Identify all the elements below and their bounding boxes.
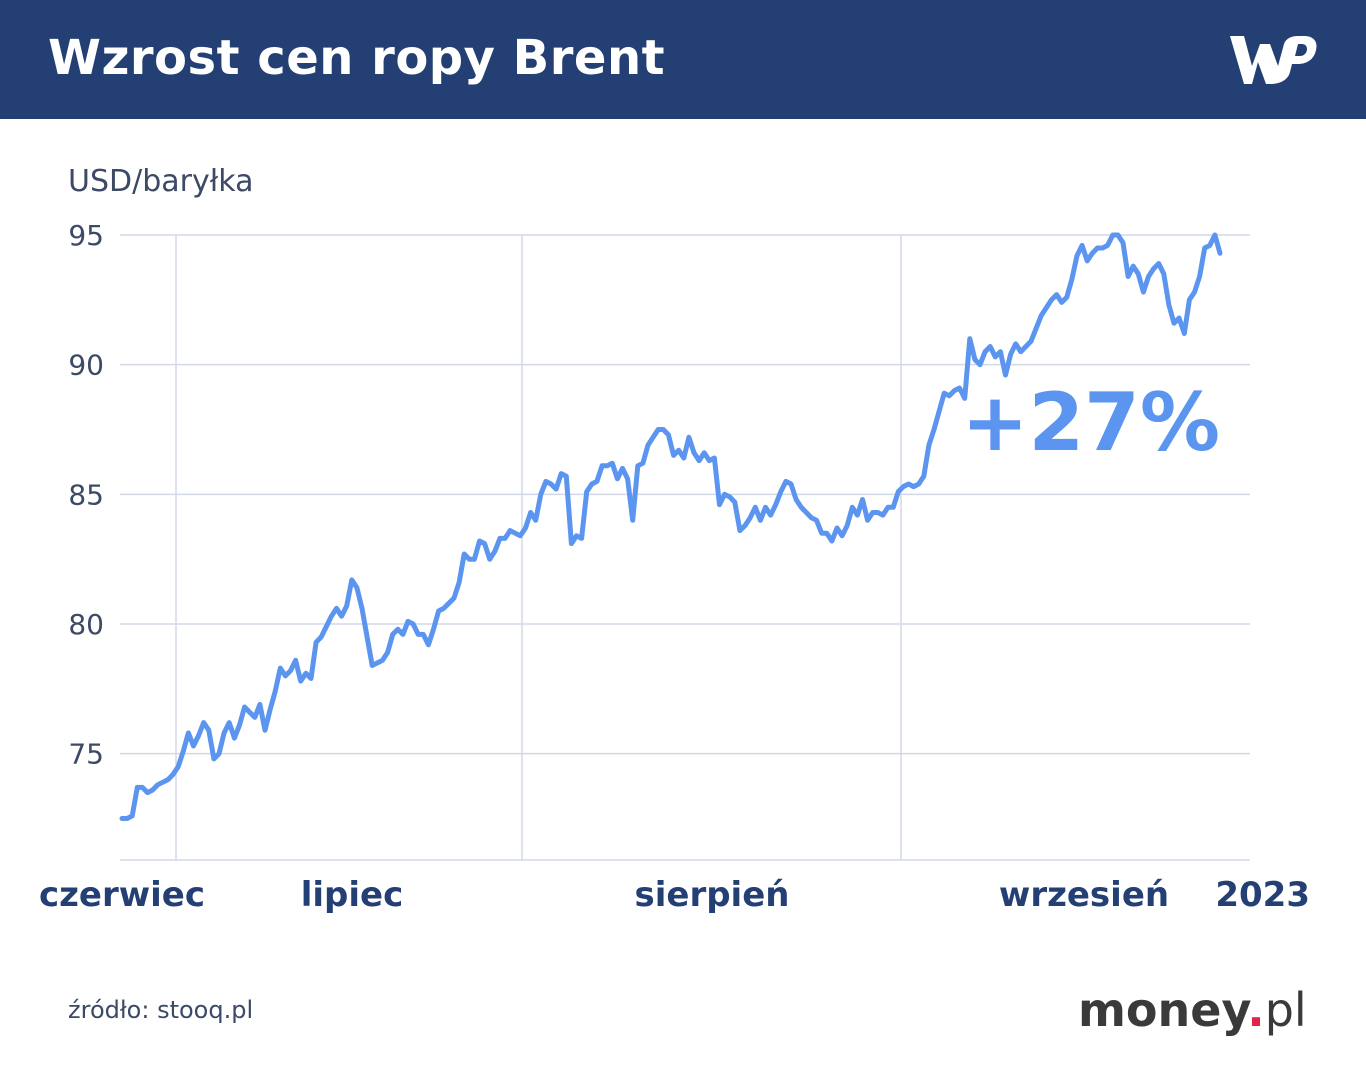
brand-tld: pl — [1264, 983, 1307, 1037]
x-tick-label: wrzesień — [999, 875, 1169, 915]
money-pl-logo: money.pl — [1078, 980, 1307, 1040]
source-note: źródło: stooq.pl — [68, 996, 254, 1024]
y-tick-label: 95 — [68, 219, 104, 252]
page-title: Wzrost cen ropy Brent — [48, 30, 666, 86]
y-tick-label: 90 — [68, 349, 104, 382]
x-tick-labels: czerwiec lipiec sierpień wrzesień 2023 — [39, 875, 1310, 915]
brand-dot: . — [1247, 983, 1265, 1037]
y-tick-labels: 75 80 85 90 95 — [68, 219, 104, 771]
grid-lines — [120, 234, 1250, 861]
header-bar: Wzrost cen ropy Brent — [0, 0, 1366, 119]
x-tick-label: lipiec — [301, 875, 404, 915]
y-tick-label: 75 — [68, 738, 104, 771]
y-axis-unit-label: USD/baryłka — [68, 164, 254, 199]
brent-price-line — [119, 232, 1223, 821]
x-tick-label: sierpień — [635, 875, 790, 915]
y-tick-label: 80 — [68, 608, 104, 641]
wp-logo-icon — [1230, 36, 1317, 84]
y-tick-label: 85 — [68, 478, 104, 511]
x-tick-label: czerwiec — [39, 875, 205, 915]
x-year-label: 2023 — [1215, 875, 1310, 915]
growth-annotation: +27% — [961, 376, 1220, 469]
brand-main: money — [1078, 983, 1248, 1037]
